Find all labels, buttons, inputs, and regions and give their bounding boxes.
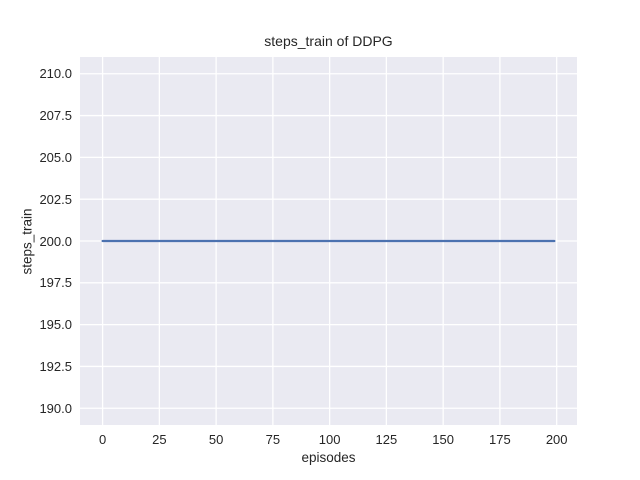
chart-title: steps_train of DDPG — [264, 33, 393, 49]
y-tick-label: 200.0 — [39, 233, 72, 249]
x-tick-label: 25 — [152, 432, 167, 447]
y-tick-label: 195.0 — [39, 317, 72, 333]
x-tick-label: 50 — [208, 432, 224, 447]
y-tick-label: 192.5 — [39, 358, 72, 374]
y-tick-label: 205.0 — [39, 149, 72, 165]
y-axis-label: steps_train — [19, 208, 35, 275]
x-tick-label: 0 — [98, 432, 107, 447]
x-tick-label: 175 — [489, 432, 511, 447]
y-tick-label: 210.0 — [39, 66, 72, 82]
plot-svg — [80, 57, 577, 425]
x-tick-label: 200 — [545, 432, 568, 447]
plot-area — [80, 57, 577, 425]
y-tick-label: 190.0 — [39, 400, 72, 416]
y-tick-label: 197.5 — [39, 275, 72, 291]
x-tick-label: 75 — [265, 432, 281, 447]
x-tick-label: 150 — [432, 432, 455, 447]
x-tick-label: 100 — [318, 432, 341, 447]
x-tick-label: 125 — [375, 432, 398, 447]
y-tick-label: 202.5 — [39, 191, 72, 207]
x-axis-label: episodes — [301, 450, 356, 465]
y-tick-label: 207.5 — [39, 108, 72, 124]
